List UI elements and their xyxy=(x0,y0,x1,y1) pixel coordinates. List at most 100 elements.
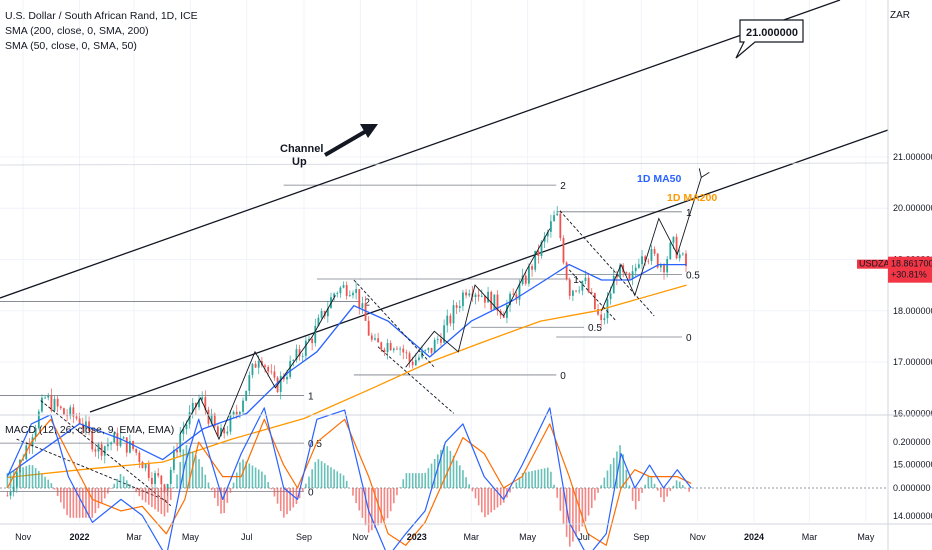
candle-body xyxy=(531,266,533,270)
macd-histogram-bar xyxy=(669,488,672,492)
macd-histogram-bar xyxy=(631,488,634,501)
candle-body xyxy=(462,292,464,307)
candle-body xyxy=(238,411,241,415)
macd-histogram-bar xyxy=(484,488,486,518)
candle-body xyxy=(97,444,100,452)
macd-tick-label: 0.200000 xyxy=(893,437,931,447)
macd-histogram-bar xyxy=(305,483,307,488)
chart-annotations: Channel Up 1D MA50 1D MA200 21.000000 xyxy=(280,19,804,204)
candle-body xyxy=(113,433,116,443)
candle-body xyxy=(509,293,511,306)
macd-histogram-bar xyxy=(682,485,684,488)
candle-body xyxy=(144,464,147,469)
candle-body xyxy=(389,342,392,351)
candle-body xyxy=(424,350,427,351)
projection-zigzag-target xyxy=(601,177,702,311)
macd-histogram-bar xyxy=(12,470,15,488)
candle-body xyxy=(572,290,574,296)
macd-histogram-bar xyxy=(154,488,156,510)
candle-body xyxy=(681,253,684,255)
macd-histogram-bar xyxy=(358,488,361,511)
candle-body xyxy=(339,287,342,294)
macd-histogram-bar xyxy=(339,473,342,488)
macd-histogram-bar xyxy=(122,476,125,488)
macd-histogram-bar xyxy=(151,488,153,508)
candle-body xyxy=(672,236,675,243)
moving-averages xyxy=(7,263,687,479)
macd-histogram-bar xyxy=(9,471,12,488)
candle-body xyxy=(135,448,138,453)
macd-histogram-bar xyxy=(465,477,467,488)
correction-line-2022b xyxy=(377,346,454,414)
candle-body xyxy=(487,291,489,303)
candle-body xyxy=(663,264,665,273)
macd-histogram-bar xyxy=(163,488,166,517)
candle-body xyxy=(512,293,515,295)
candle-body xyxy=(619,265,621,278)
candle-body xyxy=(245,390,248,401)
channel-lower-line xyxy=(89,129,889,413)
correction-line-2021b xyxy=(16,438,167,502)
macd-line xyxy=(6,407,692,550)
candle-body xyxy=(355,289,358,293)
macd-histogram-bar xyxy=(672,485,675,488)
candle-body xyxy=(644,256,647,261)
candle-body xyxy=(94,449,97,452)
macd-histogram-bar xyxy=(371,488,373,531)
macd-histogram-bar xyxy=(411,473,414,488)
macd-histogram-bar xyxy=(286,488,288,515)
macd-histogram-bar xyxy=(88,488,90,518)
candle-body xyxy=(606,299,609,319)
candle-body xyxy=(609,293,612,300)
macd-histogram-bar xyxy=(113,483,116,488)
macd-histogram-bar xyxy=(31,465,34,488)
candle-body xyxy=(455,305,458,308)
candle-body xyxy=(194,402,197,408)
x-tick-label: 2023 xyxy=(407,532,427,542)
macd-histogram-bar xyxy=(273,488,276,497)
macd-histogram-bar xyxy=(44,476,46,488)
candle-body xyxy=(666,258,669,273)
candle-body xyxy=(56,398,59,407)
candle-body xyxy=(449,315,452,324)
candle-body xyxy=(72,407,75,417)
macd-histogram-bar xyxy=(166,488,169,513)
macd-histogram-bar xyxy=(518,477,521,488)
candle-body xyxy=(201,397,204,400)
macd-histogram-bar xyxy=(666,488,668,497)
macd-histogram-bar xyxy=(314,462,317,488)
macd-histogram-bar xyxy=(402,479,405,488)
macd-histogram-bar xyxy=(502,488,505,503)
macd-histogram-bar xyxy=(433,459,436,488)
projection-zigzag-2023 xyxy=(405,228,551,368)
macd-tick-label: 0.000000 xyxy=(893,483,931,493)
candle-body xyxy=(257,360,260,368)
candle-body xyxy=(370,335,373,340)
macd-histogram-bar xyxy=(75,488,78,518)
fib-level-label: 0 xyxy=(686,333,692,344)
macd-histogram-bar xyxy=(408,473,411,488)
macd-histogram-bar xyxy=(336,471,339,488)
candle-body xyxy=(273,371,276,378)
candle-body xyxy=(220,427,222,437)
candle-body xyxy=(581,280,584,291)
macd-histogram-bar xyxy=(540,468,543,488)
candle-body xyxy=(110,442,112,445)
macd-histogram-bar xyxy=(493,488,496,510)
macd-histogram-bar xyxy=(317,459,320,488)
macd-histogram-bar xyxy=(490,488,493,513)
candle-body xyxy=(518,284,521,300)
candle-body xyxy=(484,295,486,303)
macd-histogram-bar xyxy=(333,469,335,488)
macd-histogram-bar xyxy=(650,477,653,488)
macd-histogram-bar xyxy=(455,460,458,488)
candle-body xyxy=(320,311,323,318)
macd-histogram-bar xyxy=(207,482,210,488)
candle-body xyxy=(85,421,87,429)
candle-body xyxy=(292,360,295,361)
candle-body xyxy=(78,418,81,424)
candle-body xyxy=(358,289,361,309)
macd-histogram-bar xyxy=(330,467,332,488)
candle-body xyxy=(317,317,320,326)
candle-body xyxy=(584,277,587,281)
